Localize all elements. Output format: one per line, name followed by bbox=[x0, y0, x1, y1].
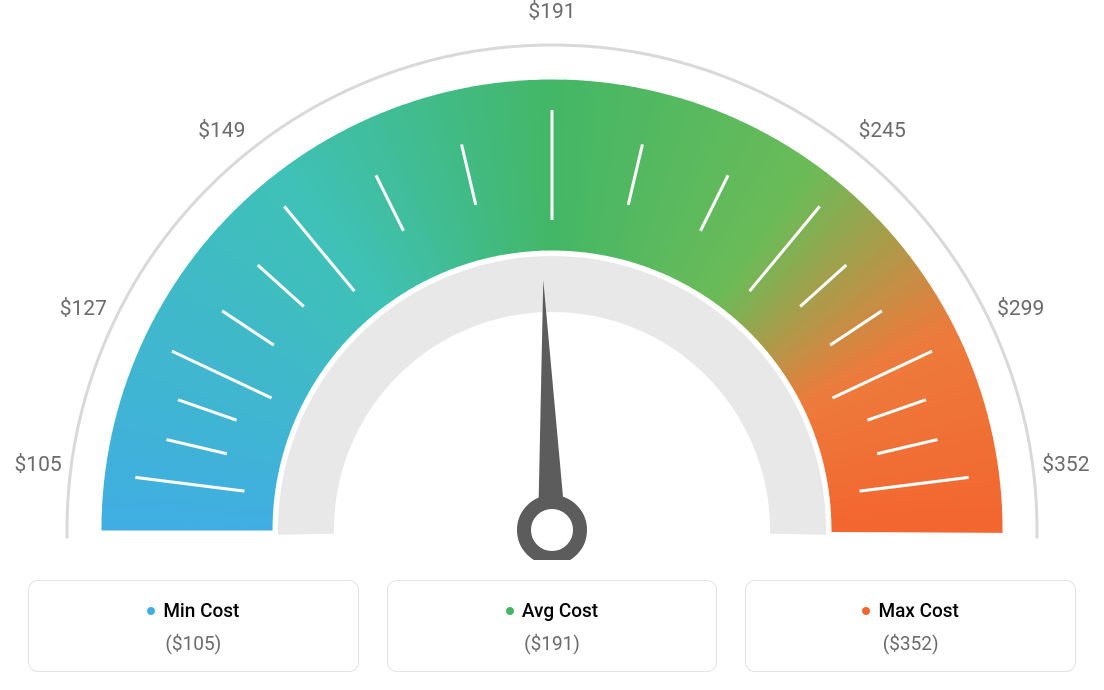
legend-value-max: ($352) bbox=[756, 632, 1065, 655]
tick-label: $127 bbox=[60, 297, 107, 321]
legend-title-min: Min Cost bbox=[147, 599, 239, 622]
legend-title-label: Min Cost bbox=[163, 599, 239, 622]
tick-label: $352 bbox=[1042, 453, 1089, 477]
tick-label: $191 bbox=[528, 0, 575, 24]
legend-card-max: Max Cost ($352) bbox=[745, 580, 1076, 672]
dot-icon bbox=[147, 607, 155, 615]
legend-value-min: ($105) bbox=[39, 632, 348, 655]
tick-label: $245 bbox=[859, 119, 906, 143]
dot-icon bbox=[506, 607, 514, 615]
legend-title-max: Max Cost bbox=[862, 599, 958, 622]
legend-card-avg: Avg Cost ($191) bbox=[387, 580, 718, 672]
legend-title-avg: Avg Cost bbox=[506, 599, 598, 622]
legend-title-label: Avg Cost bbox=[522, 599, 598, 622]
tick-label: $105 bbox=[14, 453, 61, 477]
tick-label: $299 bbox=[997, 297, 1044, 321]
dot-icon bbox=[862, 607, 870, 615]
legend-card-min: Min Cost ($105) bbox=[28, 580, 359, 672]
gauge-svg bbox=[0, 0, 1104, 560]
cost-gauge: $105 $127 $149 $191 $245 $299 $352 bbox=[0, 0, 1104, 560]
legend-value-avg: ($191) bbox=[398, 632, 707, 655]
legend-title-label: Max Cost bbox=[878, 599, 958, 622]
legend-row: Min Cost ($105) Avg Cost ($191) Max Cost… bbox=[28, 580, 1076, 672]
tick-label: $149 bbox=[198, 119, 245, 143]
